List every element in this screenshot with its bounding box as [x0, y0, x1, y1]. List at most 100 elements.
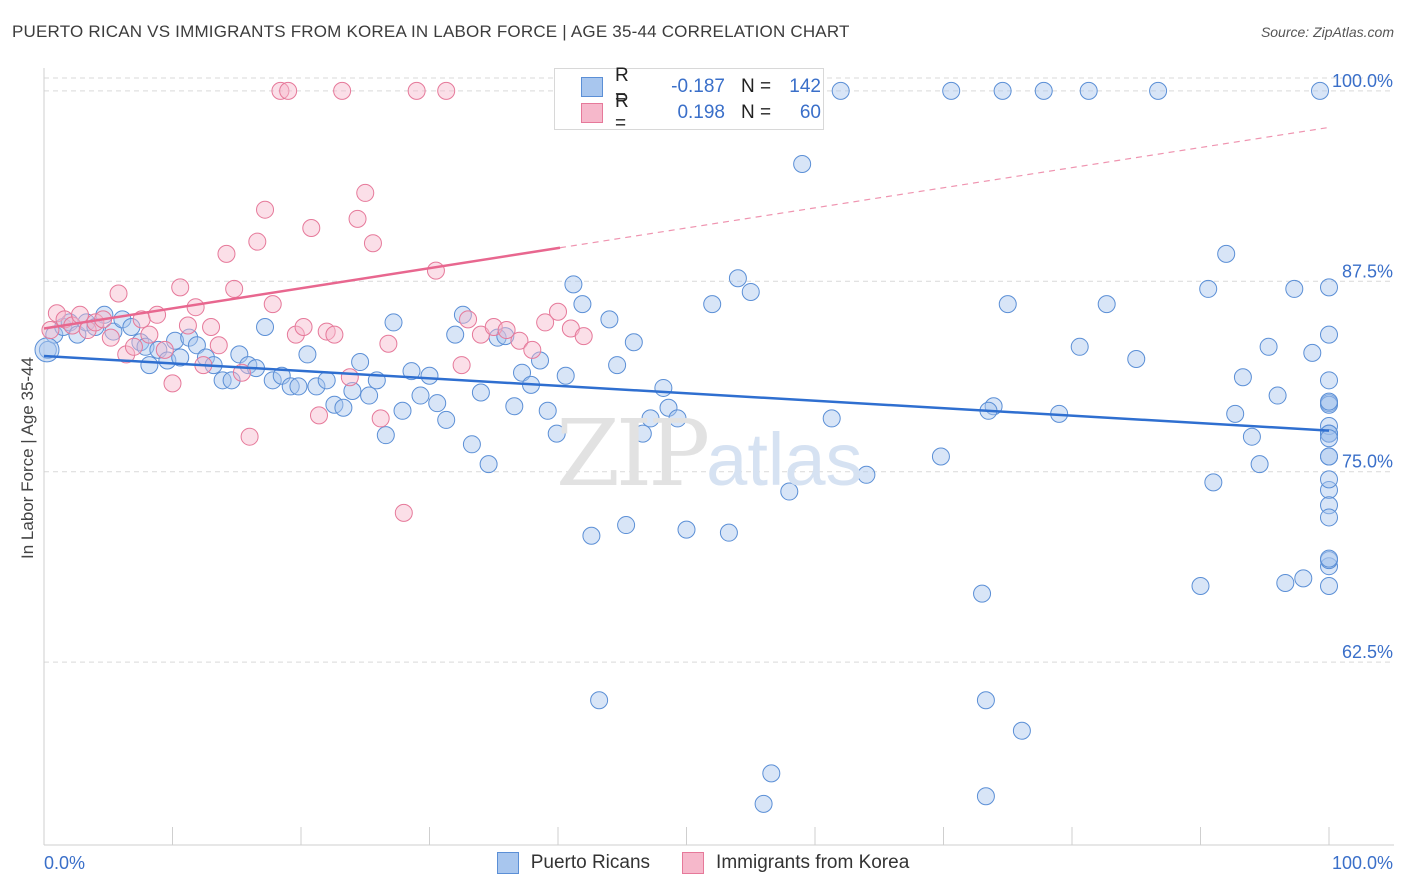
korea-point	[407, 81, 426, 100]
tick-labels: 62.5% 75.0% 87.5% 100.0% 0.0% 100.0%	[44, 71, 1393, 873]
puerto-rican-point	[1320, 508, 1338, 527]
korea-point	[363, 234, 382, 253]
puerto-rican-point	[973, 584, 992, 603]
korea-point	[101, 328, 120, 347]
puerto-rican-point	[582, 526, 601, 545]
puerto-rican-point	[1320, 371, 1338, 390]
blue-swatch	[496, 852, 519, 874]
korea-point	[178, 316, 197, 335]
puerto-rican-point	[719, 523, 738, 542]
puerto-rican-point	[263, 371, 282, 390]
puerto-rican-point	[1226, 404, 1245, 423]
puerto-rican-point	[1303, 343, 1322, 362]
legend-item-puerto-ricans[interactable]: Puerto Ricans	[496, 852, 651, 874]
puerto-rican-point	[1320, 429, 1338, 448]
puerto-rican-point	[931, 447, 950, 466]
stats-box: R = -0.187 N = 142 R = 0.198 N = 60	[554, 65, 824, 134]
watermark: ZIPatlas	[556, 400, 863, 507]
puerto-rican-point	[1320, 470, 1338, 489]
puerto-rican-point	[857, 465, 876, 484]
puerto-rican-point	[187, 336, 206, 355]
korea-point	[279, 81, 298, 100]
puerto-rican-point	[668, 409, 687, 428]
korea-point	[109, 284, 128, 303]
korea-point	[549, 302, 567, 321]
puerto-rican-point	[822, 409, 841, 428]
r-value: 0.198	[677, 102, 725, 123]
korea-point	[325, 325, 344, 344]
blue-swatch	[581, 77, 603, 97]
puerto-rican-point	[624, 333, 643, 352]
puerto-rican-point	[513, 363, 532, 382]
korea-point	[256, 200, 275, 219]
puerto-rican-point	[68, 325, 87, 344]
legend-label: Puerto Ricans	[530, 852, 651, 873]
trend-lines	[43, 126, 1330, 432]
korea-point	[271, 81, 290, 100]
korea-point	[186, 298, 205, 317]
puerto-rican-point	[1097, 295, 1116, 314]
legend-item-korea[interactable]: Immigrants from Korea	[682, 852, 909, 874]
puerto-rican-point	[222, 371, 241, 390]
legend-label: Immigrants from Korea	[716, 852, 910, 873]
korea-point	[340, 368, 359, 387]
korea-point	[371, 409, 390, 428]
korea-point	[394, 503, 413, 522]
korea-point	[286, 325, 305, 344]
puerto-rican-point	[741, 282, 760, 301]
puerto-rican-point	[608, 356, 627, 375]
puerto-ricans-trend-line	[43, 354, 1330, 432]
x-tick-label-max: 100.0%	[1332, 853, 1393, 873]
puerto-rican-point	[1320, 549, 1338, 568]
puerto-rican-point	[166, 331, 185, 350]
puerto-rican-point	[942, 81, 961, 100]
korea-point	[459, 310, 478, 329]
puerto-rican-point	[171, 348, 190, 367]
puerto-rican-point	[256, 318, 275, 336]
puerto-rican-point	[1191, 577, 1210, 595]
stats-row-blue: R = -0.187 N = 142	[581, 65, 821, 108]
puerto-rican-point	[1320, 278, 1338, 297]
puerto-rican-point	[471, 383, 490, 402]
puerto-rican-point	[654, 378, 673, 397]
x-tick-label-min: 0.0%	[44, 853, 85, 873]
puerto-rican-point	[317, 371, 336, 390]
puerto-rican-point	[780, 482, 799, 501]
puerto-rican-point	[993, 81, 1012, 100]
puerto-rican-point	[754, 794, 773, 813]
puerto-rican-point	[564, 275, 583, 294]
korea-point	[437, 81, 456, 100]
puerto-rican-point	[360, 386, 379, 405]
korea-trend-line-dashed	[559, 126, 1330, 249]
puerto-rican-point	[633, 424, 652, 443]
korea-point	[348, 209, 367, 228]
puerto-rican-point	[1149, 81, 1168, 100]
puerto-rican-point	[538, 401, 557, 420]
korea-point	[140, 325, 159, 344]
puerto-rican-point	[762, 764, 781, 783]
puerto-rican-point	[573, 295, 592, 314]
y-tick-label: 75.0%	[1342, 452, 1393, 472]
korea-point	[217, 244, 236, 263]
chart-title: PUERTO RICAN VS IMMIGRANTS FROM KOREA IN…	[12, 22, 850, 41]
puerto-rican-point	[437, 410, 456, 429]
puerto-rican-point	[1070, 337, 1089, 356]
korea-point	[248, 232, 267, 251]
puerto-rican-point	[343, 381, 362, 400]
pink-swatch	[581, 103, 603, 123]
korea-point	[379, 334, 398, 353]
puerto-rican-point	[976, 691, 995, 710]
puerto-rican-point	[402, 362, 421, 381]
puerto-rican-point	[149, 340, 168, 359]
n-value: 142	[789, 76, 821, 97]
puerto-rican-point	[272, 366, 291, 385]
y-axis-label: In Labor Force | Age 35-44	[18, 357, 37, 559]
puerto-rican-point	[600, 310, 619, 329]
korea-point	[124, 337, 143, 356]
puerto-rican-point	[1320, 447, 1338, 466]
puerto-rican-point	[1320, 496, 1338, 515]
puerto-rican-point	[1320, 557, 1338, 576]
puerto-rican-point	[831, 81, 850, 100]
puerto-rican-point	[122, 318, 141, 336]
